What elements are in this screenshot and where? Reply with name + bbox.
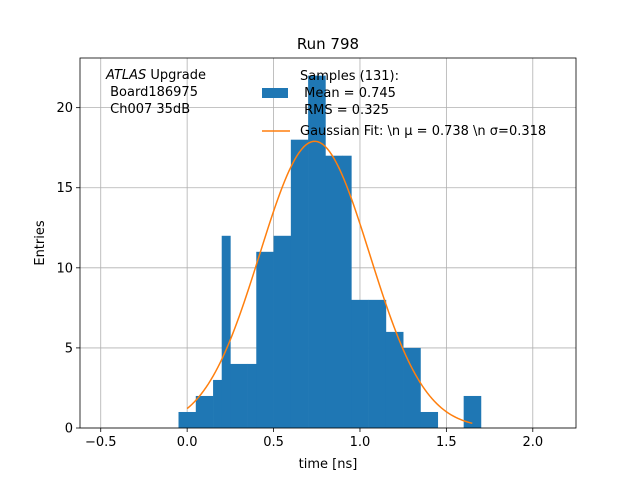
y-tick-label: 15 — [56, 181, 73, 196]
histogram-bar — [385, 331, 404, 428]
legend-samples-swatch — [262, 88, 288, 98]
y-axis-label: Entries — [33, 220, 48, 266]
histogram-bar — [273, 235, 292, 428]
annotation-line-2: Board186975 — [106, 85, 198, 100]
histogram-bar — [195, 395, 214, 428]
annotation-line-1: ATLAS Upgrade — [105, 68, 206, 83]
x-tick-label: −0.5 — [85, 435, 117, 450]
plot-frame — [79, 57, 577, 429]
histogram-bar — [213, 379, 223, 428]
histogram-bar — [403, 347, 421, 428]
y-axis-ticks: 0 5 10 15 20 — [56, 101, 80, 437]
legend-samples-line-2: Mean = 0.745 — [300, 86, 396, 101]
histogram-bar — [368, 299, 387, 428]
x-tick-label: 0.5 — [263, 435, 284, 450]
legend-samples-line-3: RMS = 0.325 — [300, 103, 389, 118]
annotation-line-3: Ch007 35dB — [106, 102, 190, 117]
y-tick-label: 20 — [56, 101, 73, 116]
x-tick-label: 1.5 — [436, 435, 457, 450]
annotation-atlas-word: ATLAS — [105, 68, 146, 83]
legend-samples-line-1: Samples (131): — [300, 69, 399, 84]
histogram-bar — [221, 235, 231, 428]
histogram-bar — [351, 299, 369, 428]
histogram-bar — [247, 363, 257, 428]
histogram-bars — [178, 75, 482, 429]
x-axis-ticks: −0.5 0.0 0.5 1.0 1.5 2.0 — [85, 428, 543, 450]
histogram-bar — [290, 139, 309, 429]
x-tick-label: 0.0 — [177, 435, 198, 450]
histogram-bar — [178, 411, 197, 428]
histogram-bar — [463, 395, 482, 428]
x-tick-label: 1.0 — [350, 435, 371, 450]
chart-title: Run 798 — [297, 35, 359, 53]
y-tick-label: 0 — [65, 422, 73, 437]
y-tick-label: 5 — [65, 341, 73, 356]
histogram-bar — [230, 363, 248, 428]
x-axis-label: time [ns] — [299, 457, 358, 472]
y-tick-label: 10 — [56, 261, 73, 276]
histogram-bar — [420, 411, 439, 428]
histogram-bar — [342, 155, 352, 428]
histogram-bar — [308, 75, 326, 428]
x-tick-label: 2.0 — [522, 435, 543, 450]
histogram-bar — [325, 155, 343, 428]
histogram-bar — [256, 251, 274, 428]
atlas-annotation: ATLAS Upgrade Board186975 Ch007 35dB — [105, 68, 206, 117]
gaussian-fit-line — [186, 140, 473, 425]
legend: Samples (131): Mean = 0.745 RMS = 0.325 … — [262, 69, 546, 139]
legend-gaussian-label: Gaussian Fit: \n μ = 0.738 \n σ=0.318 — [300, 124, 546, 139]
